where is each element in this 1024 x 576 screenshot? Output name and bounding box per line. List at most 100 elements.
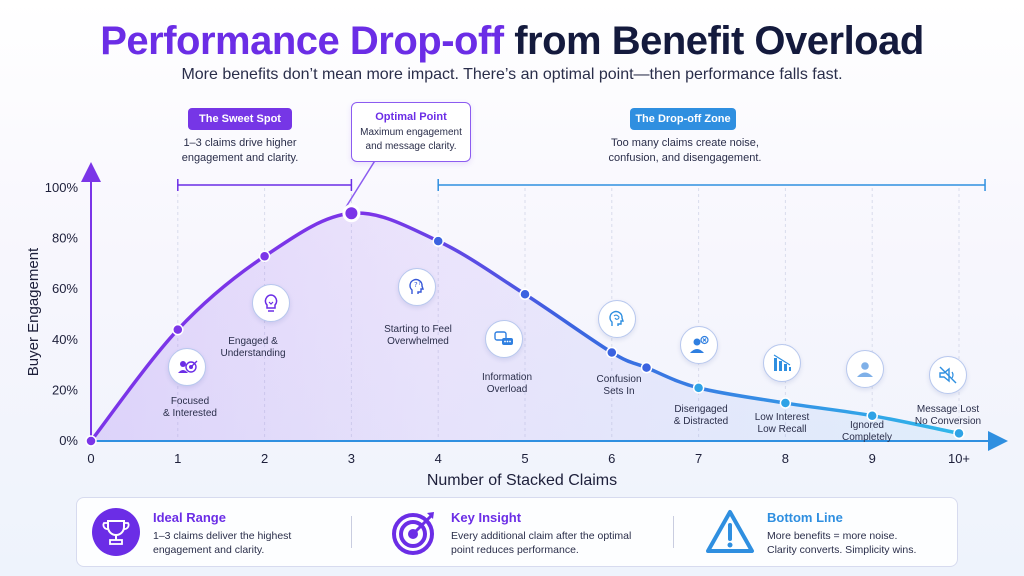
chat-bubbles-icon xyxy=(485,320,523,358)
trophy-icon xyxy=(92,508,140,556)
stage-3-line1: Starting to Feel xyxy=(384,324,452,335)
y-tick-label: 20% xyxy=(52,382,78,397)
x-tick-label: 3 xyxy=(348,451,355,466)
ideal-range-line2: engagement and clarity. xyxy=(153,544,265,556)
stage-label-3: Starting to Feel Overwhelmed xyxy=(368,324,468,348)
stage-label-7: Low Interest Low Recall xyxy=(732,412,832,436)
data-point xyxy=(692,382,705,394)
stage-5-line1: Confusion xyxy=(596,374,642,385)
stage-label-1: Focused & Interested xyxy=(140,396,240,420)
bottom-line-text: More benefits = more noise. Clarity conv… xyxy=(767,529,916,557)
data-point xyxy=(85,435,97,447)
stage-9-line1: Message Lost xyxy=(916,404,980,415)
stage-7-line2: Low Recall xyxy=(757,424,807,435)
brain-icon xyxy=(598,300,636,338)
data-point xyxy=(172,323,184,336)
optimal-line1: Maximum engagement xyxy=(360,127,462,138)
engagement-curve xyxy=(89,211,961,443)
bottom-line-line2: Clarity converts. Simplicity wins. xyxy=(767,544,917,556)
stage-8-line1: Ignored xyxy=(850,420,884,431)
data-point xyxy=(258,250,271,263)
svg-text:?: ? xyxy=(414,281,418,289)
data-point xyxy=(779,397,792,409)
summary-panel: Ideal Range 1–3 claims deliver the highe… xyxy=(76,497,958,567)
key-insight-line2: point reduces performance. xyxy=(451,544,579,556)
stage-label-4: Information Overload xyxy=(457,372,557,396)
data-point xyxy=(519,288,531,301)
sweet-spot-description: 1–3 claims drive higher engagement and c… xyxy=(168,136,312,166)
optimal-title: Optimal Point xyxy=(375,111,447,123)
stage-label-2: Engaged & Understanding xyxy=(203,336,303,360)
stage-4-line1: Information xyxy=(481,372,533,383)
y-tick-label: 100% xyxy=(45,180,79,195)
data-point xyxy=(866,409,878,422)
declining-bars-icon xyxy=(763,344,801,382)
key-insight-card: Key Insight Every additional claim after… xyxy=(389,498,669,566)
x-tick-label: 0 xyxy=(87,451,94,466)
drop-off-description: Too many claims create noise, confusion,… xyxy=(590,136,780,166)
sweet-spot-tag: The Sweet Spot xyxy=(188,108,292,130)
stage-label-6: Disengaged & Distracted xyxy=(651,404,751,428)
x-tick-label: 1 xyxy=(174,451,181,466)
stage-1-line1: Focused xyxy=(170,396,210,407)
drop-off-line2: confusion, and disengagement. xyxy=(608,152,762,164)
sweet-spot-line1: 1–3 claims drive higher xyxy=(183,137,297,149)
data-points xyxy=(85,204,965,447)
target-icon xyxy=(168,348,206,386)
stage-label-9: Message Lost No Conversion xyxy=(898,404,998,428)
data-point xyxy=(640,361,653,374)
drop-off-tag: The Drop-off Zone xyxy=(630,108,736,130)
key-insight-text: Every additional claim after the optimal… xyxy=(451,529,631,557)
stage-label-5: Confusion Sets In xyxy=(569,374,669,398)
optimal-callout-pointer xyxy=(345,158,377,208)
x-tick-label: 8 xyxy=(782,451,789,466)
key-insight-title: Key Insight xyxy=(451,510,522,525)
x-tick-labels: 0 1 2 3 4 5 6 7 8 9 10+ xyxy=(87,451,970,466)
x-tick-label: 10+ xyxy=(948,451,970,466)
bottom-line-card: Bottom Line More benefits = more noise. … xyxy=(705,498,945,566)
x-tick-label: 5 xyxy=(521,451,528,466)
y-tick-label: 40% xyxy=(52,332,78,347)
stage-label-8: Ignored Completely xyxy=(817,420,917,444)
key-insight-line1: Every additional claim after the optimal xyxy=(451,530,632,542)
stage-6-line2: & Distracted xyxy=(673,416,729,427)
user-x-icon xyxy=(680,326,718,364)
ideal-range-line1: 1–3 claims deliver the highest xyxy=(153,530,292,542)
divider-1 xyxy=(351,516,352,548)
optimal-line2: and message clarity. xyxy=(365,141,457,152)
x-tick-label: 7 xyxy=(695,451,702,466)
stage-2-line1: Engaged & xyxy=(228,336,278,347)
zone-brackets xyxy=(177,179,986,191)
stage-2-line2: Understanding xyxy=(220,348,286,359)
x-tick-label: 2 xyxy=(261,451,268,466)
thinking-head-icon: ?? xyxy=(398,268,436,306)
optimal-point-callout: Optimal Point Maximum engagement and mes… xyxy=(351,102,471,162)
ideal-range-text: 1–3 claims deliver the highest engagemen… xyxy=(153,529,291,557)
y-axis-label: Buyer Engagement xyxy=(25,247,42,376)
title-rest: from Benefit Overload xyxy=(514,19,924,63)
bullseye-icon xyxy=(392,512,434,555)
ideal-range-card: Ideal Range 1–3 claims deliver the highe… xyxy=(91,498,351,566)
stage-8-line2: Completely xyxy=(841,432,893,443)
engagement-area xyxy=(91,213,959,441)
x-tick-label: 9 xyxy=(869,451,876,466)
muted-speaker-icon xyxy=(929,356,967,394)
stage-4-line2: Overload xyxy=(486,384,528,395)
lightbulb-icon xyxy=(252,284,290,322)
y-tick-label: 0% xyxy=(59,433,78,448)
svg-text:?: ? xyxy=(418,280,421,287)
y-tick-label: 60% xyxy=(52,281,78,296)
data-point xyxy=(432,235,444,247)
data-point xyxy=(606,346,618,359)
bottom-line-line1: More benefits = more noise. xyxy=(767,530,898,542)
divider-2 xyxy=(673,516,674,548)
data-point xyxy=(953,427,965,440)
y-tick-label: 80% xyxy=(52,231,78,246)
x-tick-label: 4 xyxy=(435,451,442,466)
optimal-point-marker xyxy=(342,204,361,223)
page-title: Performance Drop-off from Benefit Overlo… xyxy=(0,18,1024,64)
stage-5-line2: Sets In xyxy=(603,386,635,397)
stage-1-line2: & Interested xyxy=(163,408,217,419)
sweet-spot-line2: engagement and clarity. xyxy=(181,152,299,164)
